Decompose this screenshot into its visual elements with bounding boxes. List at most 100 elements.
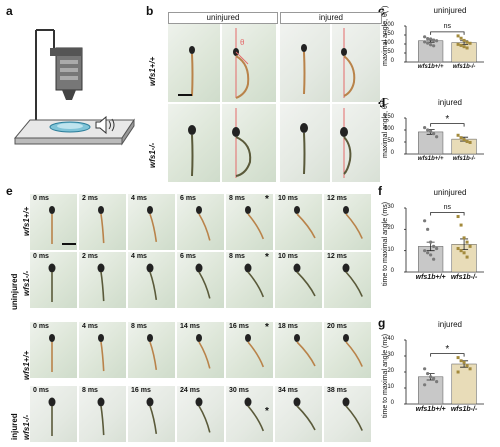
max-angle-star: * [265,322,269,333]
data-point [432,257,436,261]
frame-time-label: 0 ms [33,253,49,260]
larva-head [244,397,252,407]
y-tick-label: 20 [387,368,394,374]
significance-label: * [445,113,450,125]
x-category-label: wfs1b-/- [452,156,476,162]
max-angle-star: * [265,252,269,263]
filmstrip-frame: 16 ms [128,386,175,442]
data-point [432,132,436,136]
larva-head [146,263,154,273]
data-point [456,133,460,137]
frame-time-label: 14 ms [180,323,200,330]
filmstrip-frame: 34 ms [275,386,322,442]
larva-tail [198,405,211,433]
data-point [435,246,439,251]
data-point [432,38,436,42]
larva-head [147,206,153,214]
data-point [459,43,463,47]
frame-time-label: 18 ms [278,323,298,330]
larva-head [146,397,154,407]
filmstrip-frame: 18 ms [275,322,322,378]
x-category-label: wfs1b-/- [450,406,478,413]
larva-head [293,263,301,273]
larva-tail [198,271,211,299]
data-point [456,356,460,360]
x-category-label: wfs1b+/+ [417,156,444,162]
y-tick-label: 0 [390,58,394,64]
data-point [423,383,427,387]
panel-label-a: a [6,4,13,18]
frame-time-label: 38 ms [327,387,347,394]
data-point [429,240,433,244]
y-tick-label: 30 [387,352,394,358]
data-point [456,42,460,46]
data-point [423,35,427,39]
filmstrip-frame: 2 ms [79,194,126,250]
larva-head [293,397,301,407]
larva-tail [296,341,316,367]
filmstrip-frame: 8 ms [226,252,273,308]
chart-title: injured [437,320,462,329]
data-point [462,251,466,255]
filmstrip-frame: 8 ms [226,194,273,250]
filmstrip-frame: 0 ms [30,386,77,442]
frame-time-label: 34 ms [278,387,298,394]
frame-time-label: 0 ms [33,387,49,394]
scale-bar [62,243,76,245]
data-point [426,372,430,376]
x-category-label: wfs1b-/- [452,64,476,70]
data-point [468,244,472,248]
data-point [426,128,430,132]
larva-head [195,397,203,407]
data-point [429,129,433,133]
data-point [459,359,463,363]
frame-time-label: 0 ms [33,195,49,202]
y-tick-label: 150 [383,114,394,120]
filmstrip-frame: 16 ms [226,322,273,378]
data-point [462,236,466,240]
panel-label-d: d [378,96,386,110]
row-label-wfs1-ko: wfs1-/- [148,142,157,168]
larva-image-uninjured-ko-rest [168,104,220,182]
larva-head [48,397,56,407]
y-tick-label: 50 [387,49,394,55]
filmstrip-frame: 0 ms [30,322,77,378]
filmstrip-frame: 6 ms [177,194,224,250]
larva-head [48,263,56,273]
data-point [456,215,460,219]
larva-tail [198,341,211,369]
frame-time-label: 12 ms [327,195,347,202]
chart-title: uninjured [433,6,467,15]
larva-head [196,334,202,342]
larva-tail [149,405,158,435]
data-point [426,251,430,255]
larva-tail [149,341,158,371]
filmstrip-frame: 0 ms [30,194,77,250]
y-tick-label: 150 [383,31,394,37]
x-category-label: wfs1b+/+ [415,406,446,413]
larva-tail [100,405,105,436]
larva-head [245,206,251,214]
data-point [462,38,466,42]
frame-time-label: 4 ms [131,195,147,202]
larva-head [98,206,104,214]
data-point [426,227,430,231]
frame-time-label: 8 ms [131,323,147,330]
frame-time-label: 16 ms [131,387,151,394]
data-point [435,39,439,43]
y-tick-label: 100 [383,40,394,46]
data-point [426,37,430,41]
data-point [435,380,439,384]
data-point [465,46,469,50]
significance-bracket [430,212,465,216]
bar [418,376,444,405]
data-point [423,367,427,371]
larva-head [98,334,104,342]
larva-head [342,397,350,407]
larva-head [97,397,105,407]
larva-head [195,263,203,273]
filmstrip-frame: 8 ms [128,322,175,378]
data-point [432,244,436,248]
larva-tail [296,213,316,239]
frame-time-label: 6 ms [180,253,196,260]
